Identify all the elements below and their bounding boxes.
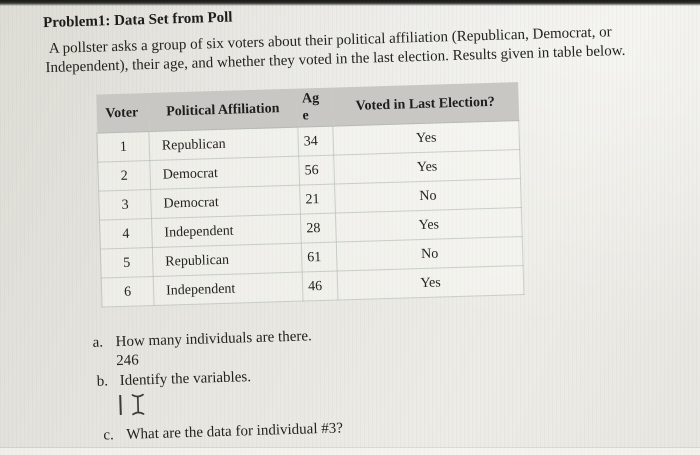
- cell-age: 61: [301, 242, 338, 273]
- question-c: c. What are the data for individual #3?: [103, 408, 698, 445]
- column-header-voted-last-election: Voted in Last Election?: [331, 82, 519, 127]
- cell-age: 34: [297, 126, 334, 157]
- cell-affiliation: Independent: [153, 272, 304, 306]
- cell-age: 46: [302, 271, 338, 302]
- poll-data-table: Voter Political Affiliation Age Voted in…: [95, 82, 524, 308]
- screen-top-edge: [0, 0, 700, 6]
- cell-affiliation: Democrat: [150, 185, 301, 219]
- cell-voter: 5: [100, 247, 154, 279]
- question-c-marker: c.: [103, 426, 115, 444]
- question-b-marker: b.: [96, 372, 109, 390]
- text-caret: [119, 394, 122, 415]
- document-editing-area[interactable]: Problem1: Data Set from Poll A pollster …: [38, 0, 699, 447]
- cell-age: 56: [298, 155, 335, 186]
- question-c-text: What are the data for individual #3?: [126, 419, 344, 443]
- cell-affiliation: Independent: [151, 214, 302, 248]
- screen-bottom-edge: [0, 448, 700, 455]
- cell-affiliation: Republican: [152, 243, 303, 277]
- i-beam-cursor-icon: [131, 393, 145, 415]
- question-a-marker: a.: [92, 334, 104, 351]
- cell-voter: 3: [98, 189, 152, 221]
- column-header-voter: Voter: [95, 93, 149, 134]
- questions-section: a. How many individuals are there. 246 b…: [92, 316, 698, 445]
- cell-voter: 1: [96, 131, 150, 163]
- cell-voter: 2: [97, 160, 151, 192]
- cell-voter: 6: [101, 276, 155, 308]
- question-b-text: Identify the variables.: [119, 368, 252, 389]
- cell-voter: 4: [99, 218, 153, 250]
- column-header-political-affiliation: Political Affiliation: [147, 88, 298, 132]
- question-b-answer-input-area[interactable]: [119, 376, 697, 415]
- cell-age: 21: [299, 184, 336, 215]
- cell-affiliation: Democrat: [149, 156, 300, 190]
- cell-age: 28: [300, 213, 337, 244]
- cell-voted: Yes: [337, 265, 524, 301]
- cell-affiliation: Republican: [148, 127, 299, 161]
- column-header-age: Age: [296, 87, 333, 128]
